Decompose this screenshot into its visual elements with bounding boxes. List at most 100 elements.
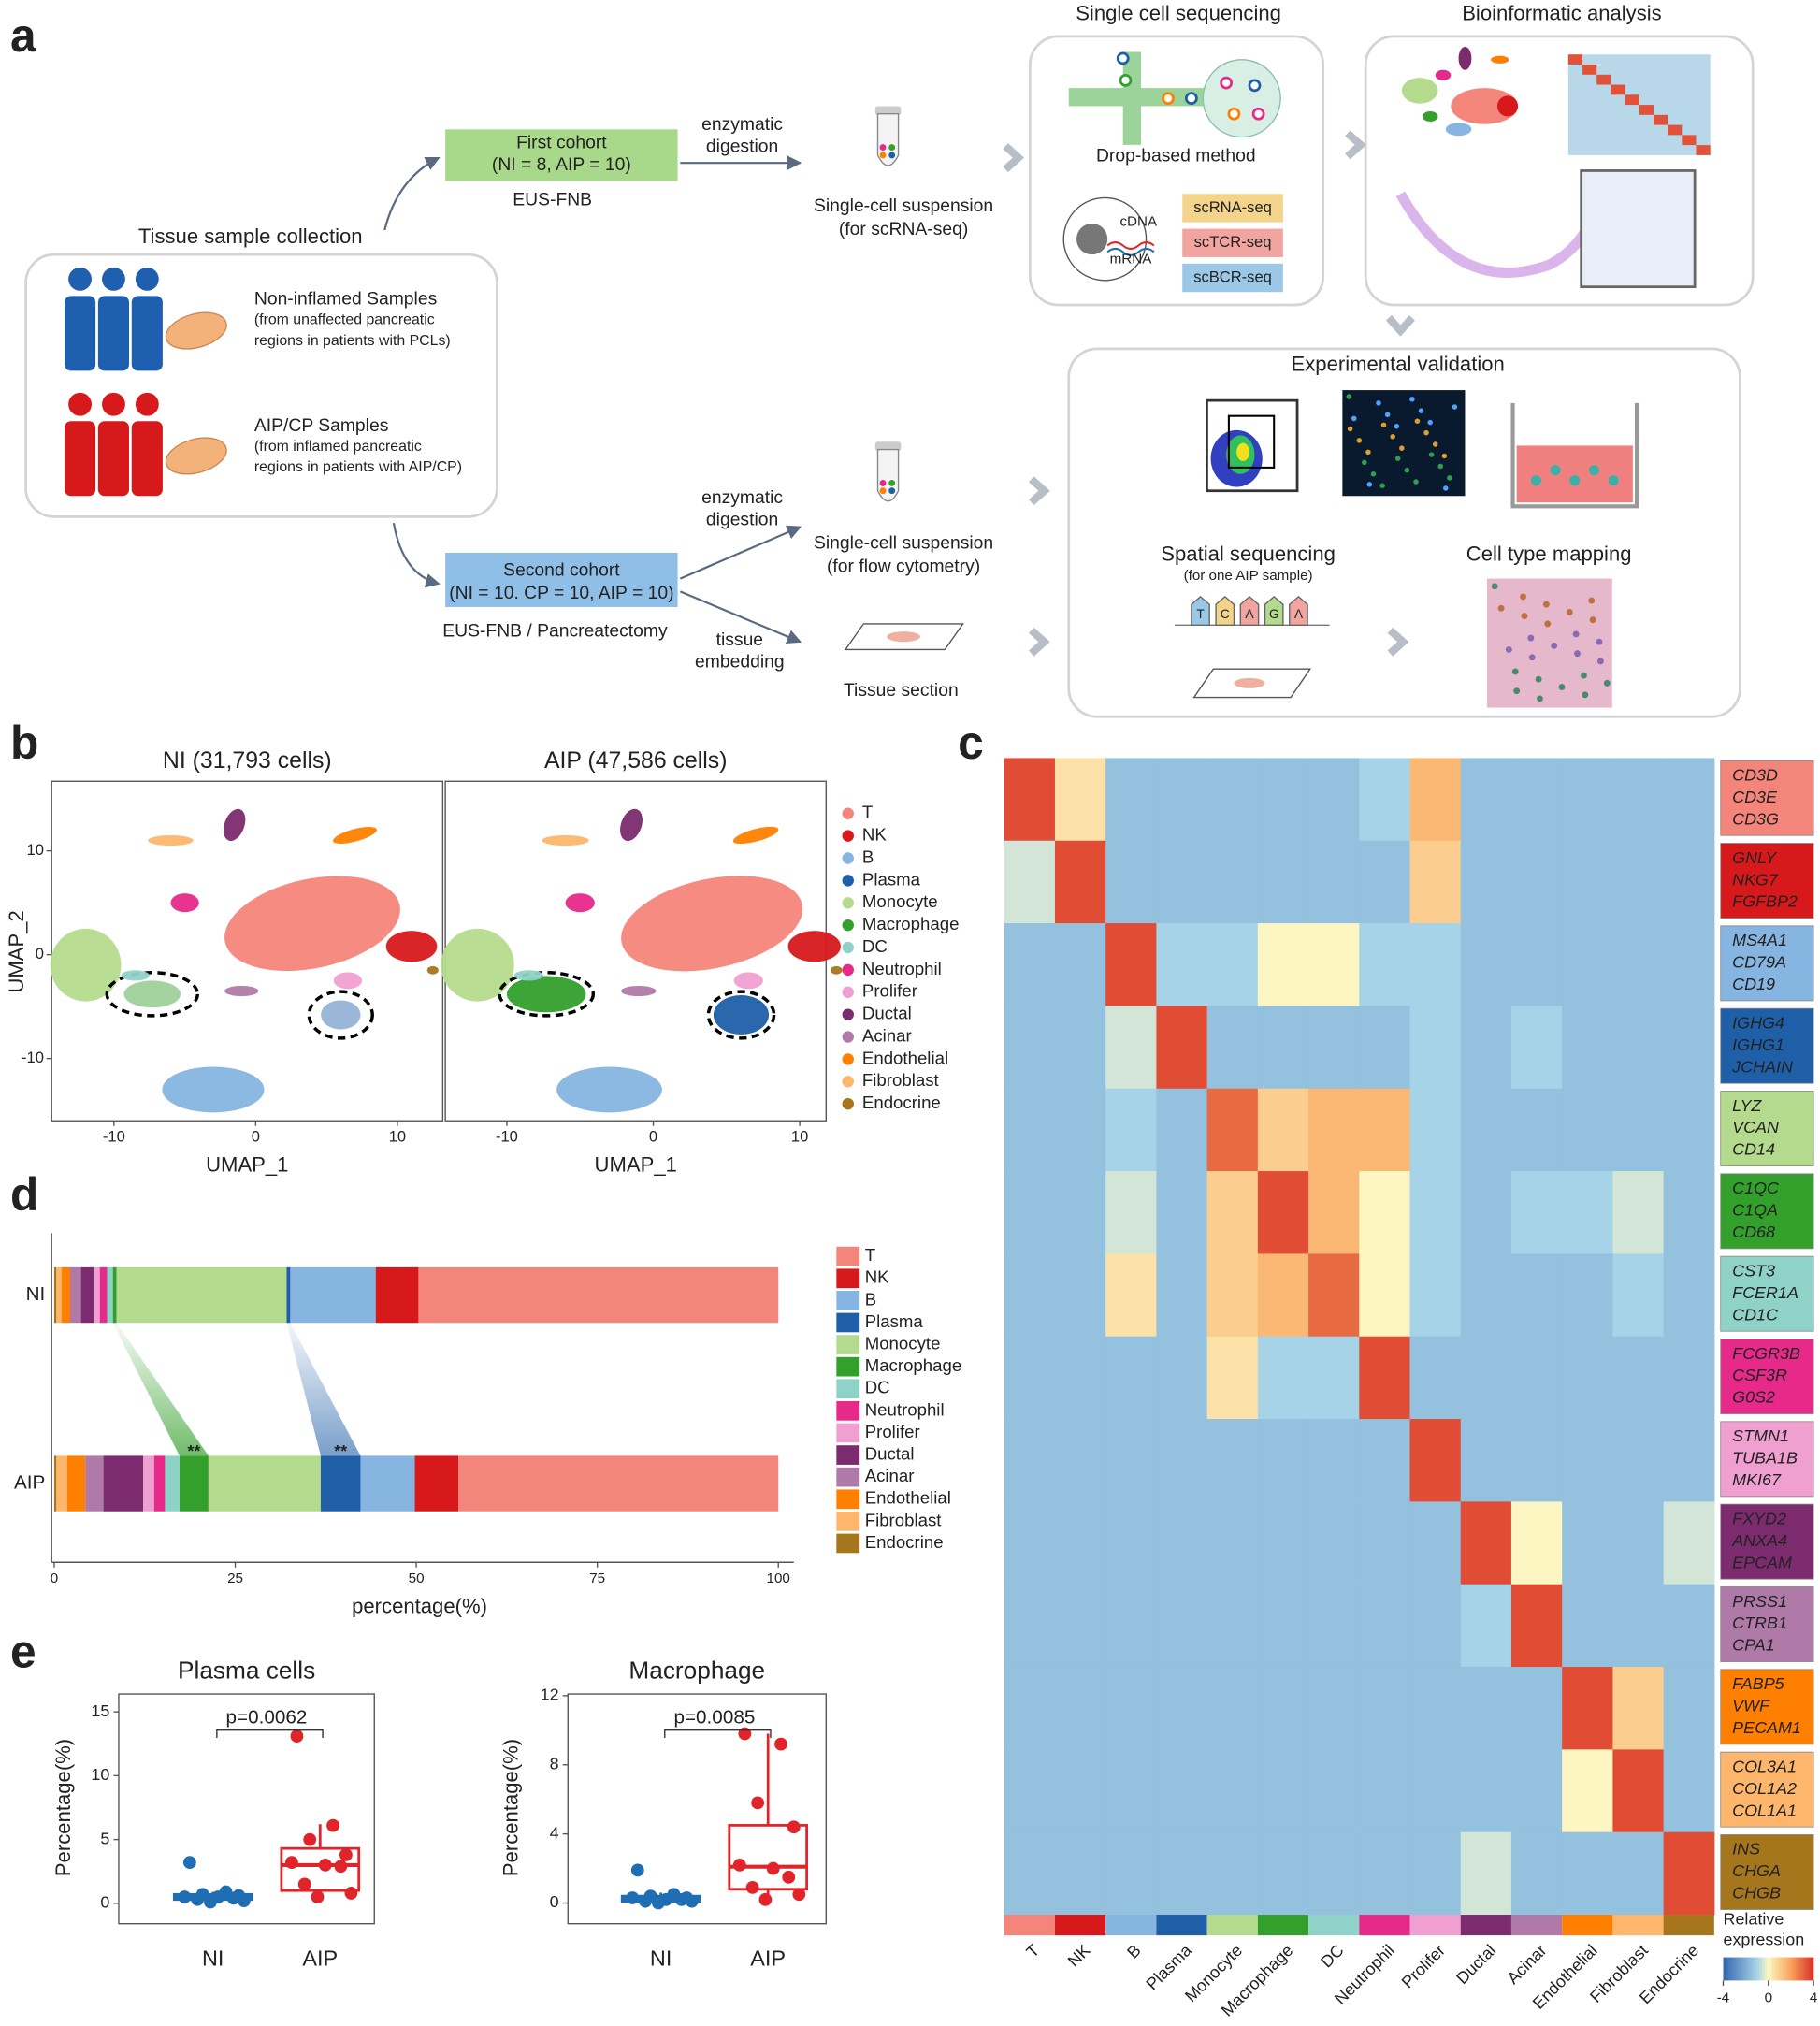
data-point [318, 1859, 332, 1872]
column-color [1663, 1915, 1714, 1936]
legend-marker [842, 963, 854, 977]
heatmap-cell [1156, 1088, 1208, 1172]
if-signal [1347, 426, 1353, 432]
heatmap-cell [1510, 1253, 1563, 1338]
mini-heatmap-cell [1682, 135, 1697, 146]
colorbar-segment [1784, 1957, 1788, 1981]
gene-label: CHGB [1732, 1884, 1781, 1903]
column-color [1054, 1915, 1106, 1936]
legend-marker [842, 807, 854, 819]
legend-swatch [836, 1467, 860, 1487]
cluster [223, 808, 246, 841]
bar-segment [179, 1455, 209, 1512]
if-signal [1365, 449, 1371, 456]
mapping-spot [1542, 601, 1550, 608]
mapping-spot [1527, 634, 1535, 642]
bar-segment [107, 1266, 113, 1324]
heatmap-cell [1206, 1419, 1259, 1502]
mapping-spot [1603, 679, 1611, 687]
change-connector [286, 1323, 361, 1456]
cluster [148, 834, 194, 847]
person-body [65, 421, 96, 497]
gene-box [1720, 1586, 1814, 1662]
heatmap-cell [1510, 1501, 1563, 1585]
cluster [830, 965, 843, 975]
mini-umap [1496, 95, 1519, 117]
colorbar-segment [1733, 1957, 1737, 1981]
box [728, 1824, 808, 1891]
data-point [339, 1848, 353, 1861]
colorbar-title: Relative [1723, 1909, 1784, 1928]
mapping-spot [1535, 675, 1542, 683]
heatmap-cell [1409, 1419, 1462, 1502]
heatmap-cell [1257, 840, 1309, 924]
legend-swatch [836, 1379, 860, 1399]
gene-label: C1QA [1732, 1201, 1778, 1220]
legend-label: Fibroblast [862, 1070, 940, 1090]
data-point [766, 1861, 780, 1875]
mini-umap [1422, 110, 1438, 123]
heatmap-cell [1409, 1171, 1462, 1254]
cell-dot [888, 144, 896, 152]
cohort-box [445, 552, 678, 607]
label: T [1196, 607, 1205, 621]
significance: ** [187, 1441, 200, 1460]
transwell-cell [1569, 475, 1581, 486]
mini-umap [1435, 69, 1452, 80]
heatmap-cell [1156, 1336, 1208, 1420]
legend-label: DC [862, 936, 888, 956]
column-color [1004, 1915, 1055, 1936]
heatmap-cell [1308, 1006, 1360, 1090]
data-point [285, 1856, 298, 1870]
legend-swatch [836, 1512, 860, 1531]
gene-label: CST3 [1732, 1261, 1775, 1280]
label: (for flow cytometry) [827, 557, 980, 576]
gene-label: MS4A1 [1732, 931, 1787, 949]
heatmap-cell [1105, 1584, 1157, 1668]
droplet-chamber [1202, 59, 1281, 138]
y-tick-label: 10 [27, 841, 44, 859]
axis-label: Percentage(%) [51, 1739, 75, 1876]
y-tick-label: 0 [550, 1892, 559, 1911]
cluster [542, 834, 589, 847]
label: scRNA-seq [1193, 198, 1272, 216]
bar-segment [66, 1455, 86, 1512]
legend-marker [842, 830, 854, 842]
colorbar-segment [1723, 1957, 1726, 1981]
cluster [621, 985, 657, 997]
if-signal [1418, 408, 1424, 413]
cell-dot [888, 152, 896, 159]
bar-segment [458, 1455, 779, 1512]
heatmap-cell [1562, 1831, 1613, 1916]
heatmap-cell [1359, 758, 1411, 842]
colorbar-segment [1771, 1957, 1775, 1981]
cohort-box [445, 129, 678, 181]
cluster-outline [105, 971, 199, 1018]
panel-label: c [958, 716, 984, 769]
person-body [65, 296, 96, 371]
colorbar-segment [1756, 1957, 1760, 1981]
bar-segment [290, 1266, 376, 1324]
gene-label: FCGR3B [1732, 1344, 1800, 1363]
column-color [1257, 1915, 1309, 1936]
cluster [321, 1000, 361, 1030]
mapping-spot [1589, 616, 1596, 624]
heatmap-cell [1308, 1171, 1360, 1254]
gene-box [1720, 1751, 1814, 1828]
heatmap-cell [1460, 1831, 1512, 1916]
y-tick-label: 0 [36, 945, 44, 962]
heatmap-cell [1206, 1253, 1259, 1338]
sample-text: AIP/CP Samples [254, 416, 388, 436]
arrow [679, 525, 802, 580]
sample-text: (from inflamed pancreatic [254, 439, 422, 455]
label: Second cohort [503, 560, 620, 580]
data-point [774, 1737, 787, 1751]
gene-label: EPCAM [1732, 1553, 1792, 1571]
heatmap-cell [1460, 1253, 1512, 1338]
barcode-tag [1289, 595, 1308, 626]
mapping-spot [1505, 646, 1512, 653]
legend-marker [842, 1008, 854, 1020]
heatmap-cell [1257, 1171, 1309, 1254]
cluster [441, 928, 514, 1002]
legend-marker [842, 986, 854, 998]
